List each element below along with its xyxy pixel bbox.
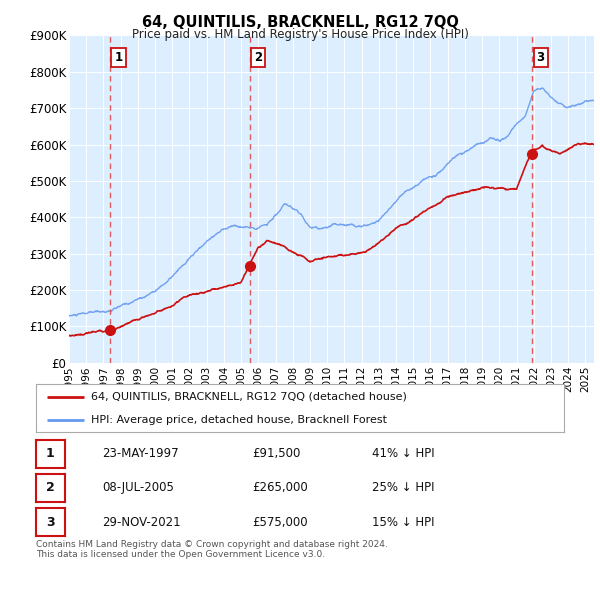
Text: 23-MAY-1997: 23-MAY-1997 bbox=[102, 447, 179, 460]
Text: 08-JUL-2005: 08-JUL-2005 bbox=[102, 481, 174, 494]
Text: 64, QUINTILIS, BRACKNELL, RG12 7QQ (detached house): 64, QUINTILIS, BRACKNELL, RG12 7QQ (deta… bbox=[91, 392, 407, 402]
Text: 29-NOV-2021: 29-NOV-2021 bbox=[102, 516, 181, 529]
Text: £265,000: £265,000 bbox=[252, 481, 308, 494]
Text: HPI: Average price, detached house, Bracknell Forest: HPI: Average price, detached house, Brac… bbox=[91, 415, 388, 425]
Text: £575,000: £575,000 bbox=[252, 516, 308, 529]
Text: 1: 1 bbox=[115, 51, 122, 64]
Text: 2: 2 bbox=[46, 481, 55, 494]
Text: 3: 3 bbox=[46, 516, 55, 529]
Text: 2: 2 bbox=[254, 51, 263, 64]
Text: 3: 3 bbox=[536, 51, 545, 64]
Text: 15% ↓ HPI: 15% ↓ HPI bbox=[372, 516, 434, 529]
Text: 64, QUINTILIS, BRACKNELL, RG12 7QQ: 64, QUINTILIS, BRACKNELL, RG12 7QQ bbox=[142, 15, 458, 30]
Text: £91,500: £91,500 bbox=[252, 447, 301, 460]
Text: 41% ↓ HPI: 41% ↓ HPI bbox=[372, 447, 434, 460]
Text: Price paid vs. HM Land Registry's House Price Index (HPI): Price paid vs. HM Land Registry's House … bbox=[131, 28, 469, 41]
Text: 1: 1 bbox=[46, 447, 55, 460]
Text: Contains HM Land Registry data © Crown copyright and database right 2024.
This d: Contains HM Land Registry data © Crown c… bbox=[36, 540, 388, 559]
Text: 25% ↓ HPI: 25% ↓ HPI bbox=[372, 481, 434, 494]
